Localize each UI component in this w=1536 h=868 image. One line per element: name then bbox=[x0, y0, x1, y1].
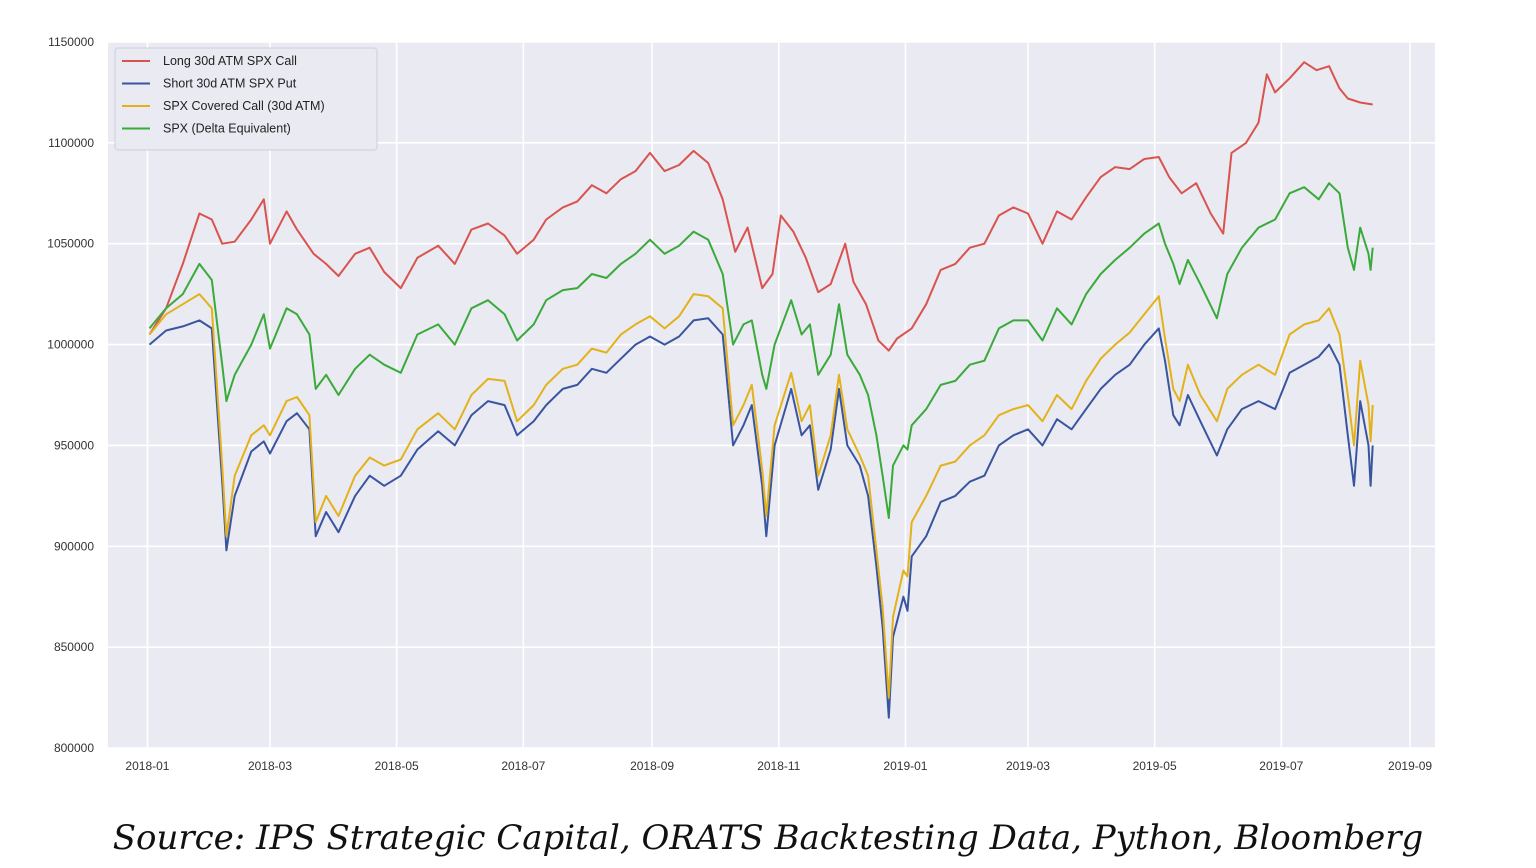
x-tick-label: 2018-11 bbox=[757, 759, 800, 773]
legend-box bbox=[114, 47, 378, 151]
series-line-1 bbox=[148, 61, 1373, 352]
x-tick-label: 2019-07 bbox=[1259, 759, 1303, 773]
series-lines bbox=[148, 61, 1374, 719]
y-tick-label: 900000 bbox=[54, 539, 94, 553]
y-tick-label: 850000 bbox=[54, 640, 94, 654]
source-caption: Source: IPS Strategic Capital, ORATS Bac… bbox=[112, 818, 1424, 858]
x-tick-label: 2018-01 bbox=[125, 759, 169, 773]
y-tick-label: 1050000 bbox=[47, 237, 94, 251]
x-tick-label: 2019-01 bbox=[883, 759, 927, 773]
x-tick-label: 2019-09 bbox=[1388, 759, 1432, 773]
y-tick-label: 800000 bbox=[54, 741, 94, 755]
y-tick-label: 1100000 bbox=[48, 136, 94, 150]
x-tick-label: 2019-03 bbox=[1006, 759, 1050, 773]
x-tick-label: 2018-09 bbox=[630, 759, 674, 773]
y-tick-label: 950000 bbox=[54, 438, 94, 452]
series-line-4 bbox=[148, 182, 1374, 519]
legend: Long 30d ATM SPX Call Short 30d ATM SPX P… bbox=[114, 47, 378, 151]
y-tick-label: 1150000 bbox=[48, 35, 94, 49]
x-axis-tick-labels: 2018-01 2018-03 2018-05 2018-07 2018-09 2018-… bbox=[125, 759, 1432, 773]
y-axis-tick-labels: 800000 850000 900000 950000 1000000 1050000 11… bbox=[47, 35, 94, 755]
x-tick-label: 2018-07 bbox=[501, 759, 545, 773]
series-line-3 bbox=[148, 293, 1374, 699]
series-line-2 bbox=[148, 317, 1374, 719]
plot-background bbox=[108, 42, 1435, 748]
x-tick-label: 2018-03 bbox=[248, 759, 292, 773]
x-tick-label: 2019-05 bbox=[1133, 759, 1177, 773]
x-tick-label: 2018-05 bbox=[375, 759, 419, 773]
legend-label: SPX Covered Call (30d ATM) bbox=[163, 99, 325, 113]
legend-label: Long 30d ATM SPX Call bbox=[163, 54, 297, 68]
legend-label: Short 30d ATM SPX Put bbox=[163, 77, 297, 91]
y-tick-label: 1000000 bbox=[47, 338, 94, 352]
legend-label: SPX (Delta Equivalent) bbox=[163, 122, 291, 136]
